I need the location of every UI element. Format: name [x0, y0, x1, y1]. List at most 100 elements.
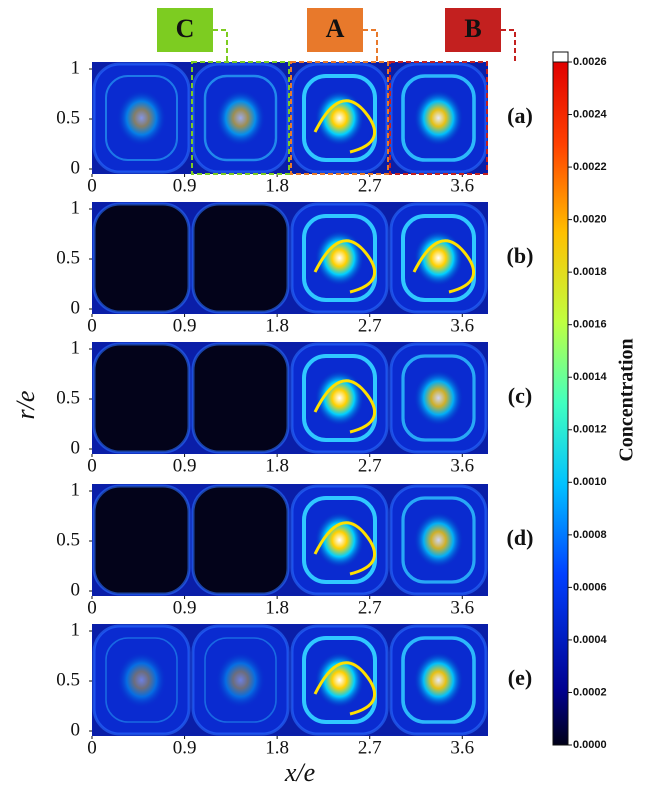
colorbar-tick-label: 0.0010 [573, 476, 607, 488]
swirl-core [314, 512, 365, 568]
swirl-core [413, 230, 464, 286]
colorbar-tick-label: 0.0014 [573, 371, 608, 383]
marker-leader [363, 29, 378, 62]
x-tick-label: 0 [87, 315, 97, 336]
swirl-core [314, 230, 365, 286]
swirl [401, 354, 476, 442]
swirl [302, 636, 377, 724]
x-tick-label: 1.8 [265, 315, 289, 336]
swirl [313, 99, 376, 154]
swirl [302, 354, 377, 442]
marker-label: B [464, 14, 481, 43]
swirl [401, 636, 476, 724]
cell [191, 484, 290, 596]
marker-leader [501, 29, 516, 62]
marker-box [445, 8, 501, 52]
colorbar-cap [552, 51, 569, 63]
colorbar-tick-label: 0.0004 [573, 634, 608, 646]
colorbar-label: Concentration [616, 338, 638, 461]
x-tick-label: 0.9 [173, 597, 197, 618]
marker-outline [290, 61, 389, 175]
x-tick-label: 0.9 [173, 315, 197, 336]
x-tick-label: 2.7 [358, 597, 382, 618]
colorbar-tick-label: 0.0020 [573, 214, 607, 226]
swirl [203, 74, 278, 162]
marker-outline [389, 61, 488, 175]
cell [92, 342, 191, 454]
colorbar-tick-label: 0.0024 [573, 108, 608, 120]
x-tick-label: 0 [87, 737, 97, 758]
x-tick-label: 1.8 [265, 597, 289, 618]
x-tick-label: 0 [87, 597, 97, 618]
cell [191, 202, 290, 314]
x-tick-label: 3.6 [450, 737, 474, 758]
cell [92, 484, 191, 596]
y-tick-label: 0 [71, 437, 81, 458]
heatmap-panel [92, 624, 488, 736]
x-tick-label: 3.6 [450, 597, 474, 618]
x-tick-label: 0 [87, 175, 97, 196]
marker-label: C [176, 14, 195, 43]
x-tick-label: 0.9 [173, 737, 197, 758]
x-tick-label: 3.6 [450, 175, 474, 196]
swirl [313, 521, 376, 576]
colorbar-tick-label: 0.0002 [573, 686, 607, 698]
swirl [204, 637, 277, 723]
swirl [401, 214, 476, 302]
heatmap-panel [92, 484, 488, 596]
swirl [105, 75, 178, 161]
colorbar [552, 61, 569, 746]
heatmap-panel [92, 202, 488, 314]
swirl-core [116, 90, 167, 146]
colorbar-tick-label: 0.0006 [573, 581, 607, 593]
swirl-core [413, 512, 464, 568]
swirl-core [116, 652, 167, 708]
colorbar-tick-label: 0.0008 [573, 529, 607, 541]
colorbar-tick-label: 0.0018 [573, 266, 607, 278]
marker-leader [213, 29, 228, 62]
swirl-core [314, 652, 365, 708]
x-tick-label: 1.8 [265, 175, 289, 196]
x-tick-label: 0 [87, 455, 97, 476]
marker-outline [191, 61, 290, 175]
swirl [302, 496, 377, 584]
y-tick-label: 0.5 [56, 107, 80, 128]
x-tick-label: 2.7 [358, 737, 382, 758]
colorbar-tick-label: 0.0000 [573, 739, 607, 751]
swirl-core [413, 90, 464, 146]
y-tick-label: 1 [71, 337, 81, 358]
swirl [401, 74, 476, 162]
swirl [412, 239, 475, 294]
x-tick-label: 1.8 [265, 737, 289, 758]
y-tick-label: 1 [71, 197, 81, 218]
x-tick-label: 3.6 [450, 315, 474, 336]
panel-label: (d) [507, 525, 534, 550]
y-tick-label: 0 [71, 579, 81, 600]
panel-label: (e) [508, 665, 532, 690]
swirl [313, 661, 376, 716]
swirl [313, 239, 376, 294]
swirl [302, 74, 377, 162]
swirl [313, 379, 376, 434]
y-tick-label: 0.5 [56, 669, 80, 690]
cell [92, 202, 191, 314]
panel-label: (b) [507, 243, 534, 268]
swirl [302, 214, 377, 302]
x-axis-label: x/e [284, 758, 315, 787]
marker-box [157, 8, 213, 52]
swirl-core [314, 90, 365, 146]
colorbar-tick-label: 0.0016 [573, 319, 607, 331]
y-axis-label: r/e [11, 391, 40, 420]
y-tick-label: 0 [71, 719, 81, 740]
x-tick-label: 2.7 [358, 315, 382, 336]
y-tick-label: 1 [71, 619, 81, 640]
x-tick-label: 2.7 [358, 175, 382, 196]
swirl [105, 637, 178, 723]
y-tick-label: 0.5 [56, 247, 80, 268]
swirl-core [215, 652, 266, 708]
heatmap-panel [92, 342, 488, 454]
swirl [401, 496, 476, 584]
x-tick-label: 1.8 [265, 455, 289, 476]
swirl-core [314, 370, 365, 426]
swirl-core [413, 652, 464, 708]
